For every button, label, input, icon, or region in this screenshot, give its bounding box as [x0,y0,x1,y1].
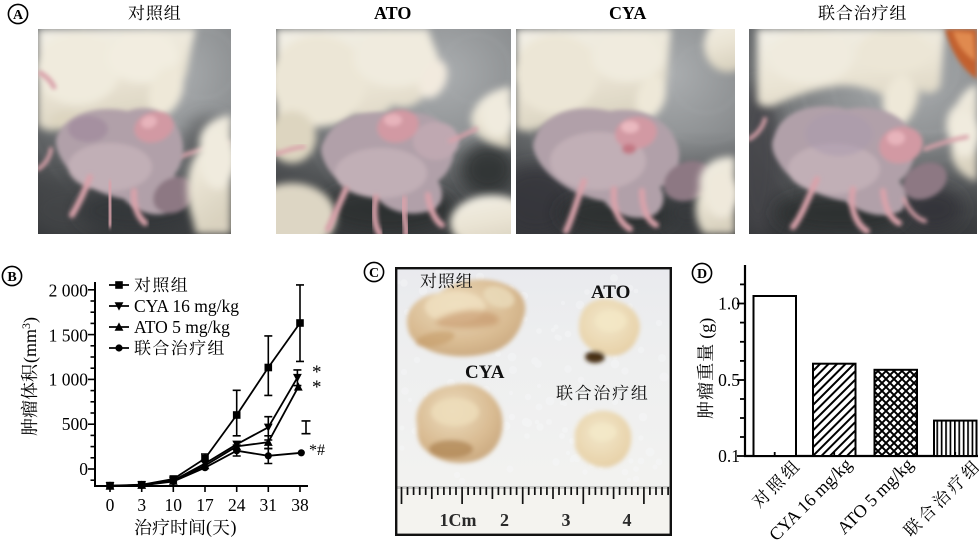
svg-text:3: 3 [137,495,146,515]
svg-text:*: * [312,362,322,383]
svg-text:B: B [7,270,16,285]
svg-text:A: A [13,8,24,23]
svg-text:1 000: 1 000 [49,370,89,390]
svg-text:10: 10 [165,495,183,515]
svg-text:4: 4 [623,510,632,530]
svg-text:C: C [369,266,379,281]
svg-text:): ) [231,517,237,538]
svg-text:2 000: 2 000 [49,281,89,301]
svg-text:3: 3 [562,510,571,530]
svg-text:17: 17 [196,495,214,515]
svg-text:ATO: ATO [591,282,630,303]
svg-text:38: 38 [291,495,309,515]
svg-text:2: 2 [500,510,509,530]
svg-text:CYA 16 mg/kg: CYA 16 mg/kg [134,296,239,316]
svg-text:1Cm: 1Cm [440,510,477,530]
svg-text:(: ( [206,517,212,538]
svg-text:(mm3): (mm3) [19,317,41,363]
svg-text:0: 0 [106,495,115,515]
svg-text:1.0: 1.0 [718,294,740,314]
svg-text:0.1: 0.1 [718,446,740,466]
svg-text:31: 31 [260,495,278,515]
svg-text:0: 0 [79,459,88,479]
svg-text:ATO 5 mg/kg: ATO 5 mg/kg [134,317,230,337]
svg-text:D: D [697,267,707,282]
svg-text:1 500: 1 500 [49,326,89,346]
svg-text:0.5: 0.5 [718,370,740,390]
svg-text:24: 24 [228,495,246,515]
svg-text:CYA: CYA [465,362,505,383]
svg-text:*: * [312,377,322,398]
svg-text:*#: *# [309,442,325,459]
svg-text:(g): (g) [696,318,717,339]
svg-text:500: 500 [62,414,89,434]
